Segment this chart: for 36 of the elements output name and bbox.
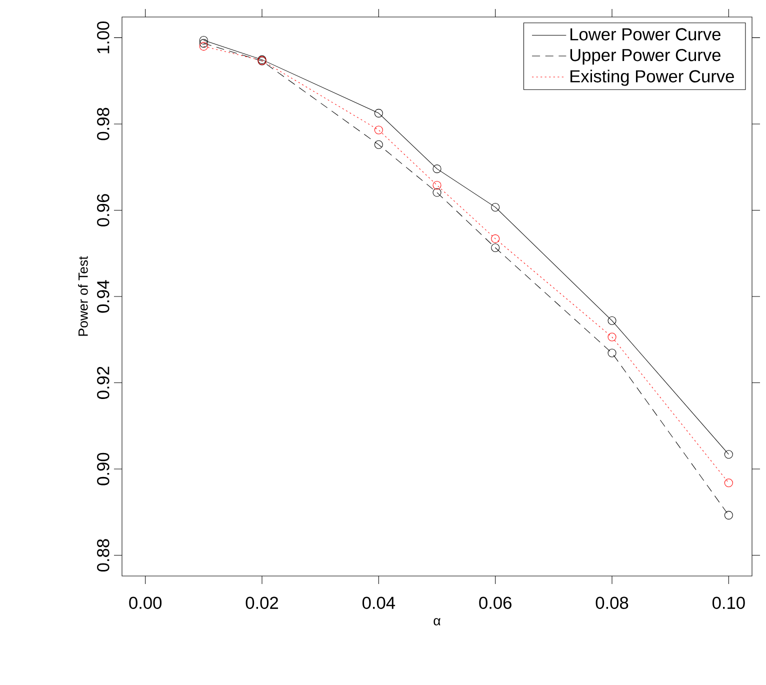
y-axis-title: Power of Test	[78, 256, 88, 336]
point	[491, 243, 500, 252]
point	[608, 348, 616, 358]
point	[199, 42, 208, 51]
legend-label: Upper Power Curve	[570, 48, 720, 65]
point	[491, 234, 500, 243]
y-tick-label: 0.90	[97, 452, 110, 486]
y-tick-label: 0.92	[97, 366, 110, 399]
point	[491, 202, 500, 212]
y-tick-label: 0.96	[97, 194, 110, 226]
legend-label: Lower Power Curve	[570, 28, 720, 40]
point	[432, 180, 442, 190]
point	[199, 39, 208, 48]
point	[374, 126, 383, 134]
x-axis-title: α	[434, 618, 440, 626]
y-tick-label: 0.94	[97, 280, 110, 313]
point	[724, 510, 733, 520]
point	[724, 478, 733, 488]
legend-label: Existing Power Curve	[570, 70, 734, 86]
x-tick-label: 0.04	[362, 596, 396, 609]
point	[432, 164, 442, 174]
x-tick-label: 0.02	[246, 596, 278, 609]
point	[608, 332, 616, 342]
point	[724, 450, 733, 459]
x-tick-label: 0.00	[129, 596, 162, 609]
y-tick-label: 0.88	[97, 539, 110, 572]
y-tick-label: 1.00	[97, 22, 110, 54]
point	[432, 188, 442, 197]
point	[374, 140, 383, 149]
x-tick-label: 0.06	[479, 596, 512, 609]
x-tick-label: 0.08	[596, 596, 628, 609]
point	[374, 108, 383, 118]
point	[199, 36, 208, 45]
x-tick-label: 0.10	[712, 596, 745, 609]
y-tick-label: 0.98	[97, 108, 110, 140]
point	[608, 316, 616, 325]
